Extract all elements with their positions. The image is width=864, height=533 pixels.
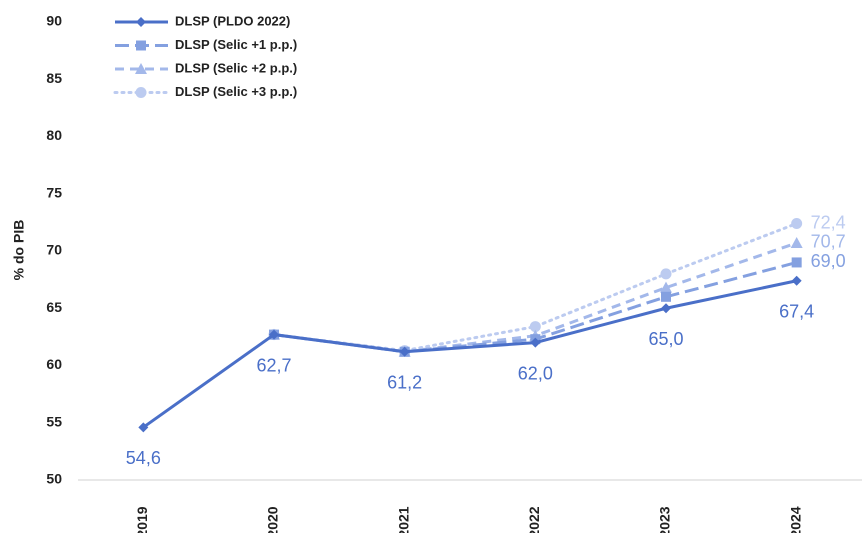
data-point	[530, 337, 541, 348]
y-tick-label: 75	[46, 184, 62, 200]
data-point	[660, 281, 672, 293]
data-label: 70,7	[811, 232, 846, 252]
series-line	[142, 279, 797, 429]
data-label: 69,0	[811, 251, 846, 271]
data-point	[791, 275, 802, 286]
y-tick-label: 55	[46, 413, 62, 429]
x-tick-label: 2022	[526, 506, 542, 533]
x-tick-label: 2021	[395, 506, 411, 533]
y-tick-label: 90	[46, 13, 62, 29]
data-point	[660, 268, 672, 280]
y-tick-label: 70	[46, 242, 62, 258]
data-label: 67,4	[779, 302, 814, 322]
data-point	[399, 346, 410, 357]
y-axis-title: % do PIB	[11, 220, 27, 281]
x-tick-label: 2019	[134, 506, 150, 533]
y-tick-label: 50	[46, 471, 62, 487]
legend-marker	[136, 17, 146, 27]
data-point	[791, 218, 803, 230]
data-label: 54,6	[126, 448, 161, 468]
legend-marker	[136, 40, 146, 51]
legend-label: DLSP (Selic +2 p.p.)	[175, 60, 297, 75]
data-label: 61,2	[387, 373, 422, 393]
data-point	[529, 321, 541, 333]
legend-marker	[135, 87, 147, 98]
data-label: 72,4	[811, 212, 846, 232]
y-tick-label: 65	[46, 299, 62, 315]
data-point	[791, 257, 802, 268]
legend-label: DLSP (Selic +1 p.p.)	[175, 37, 297, 52]
data-point	[661, 291, 671, 302]
data-point	[138, 422, 149, 433]
legend-label: DLSP (Selic +3 p.p.)	[175, 84, 297, 99]
y-tick-label: 80	[46, 127, 62, 143]
data-point	[269, 329, 279, 340]
data-label: 62,7	[256, 355, 291, 375]
x-tick-label: 2024	[787, 506, 803, 533]
y-tick-label: 60	[46, 356, 62, 372]
legend-label: DLSP (PLDO 2022)	[175, 13, 290, 28]
x-tick-label: 2023	[657, 506, 673, 533]
data-label: 62,0	[518, 363, 553, 383]
x-tick-label: 2020	[265, 506, 281, 533]
data-point	[661, 303, 671, 314]
y-tick-label: 85	[46, 70, 62, 86]
data-point	[790, 236, 803, 248]
legend-marker	[135, 63, 147, 74]
data-label: 65,0	[648, 329, 683, 349]
